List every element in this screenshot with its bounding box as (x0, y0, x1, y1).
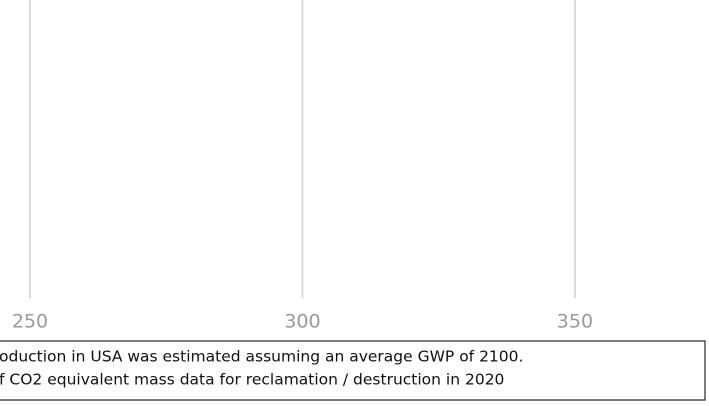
footnote: oduction in USA was estimated assuming a… (0, 348, 523, 366)
x-tick-label: 250 (12, 311, 48, 333)
x-tick-label: 350 (557, 311, 593, 333)
x-tick-label: 300 (284, 311, 320, 333)
footnote: f CO2 equivalent mass data for reclamati… (0, 371, 504, 389)
footnote-box (0, 340, 706, 401)
